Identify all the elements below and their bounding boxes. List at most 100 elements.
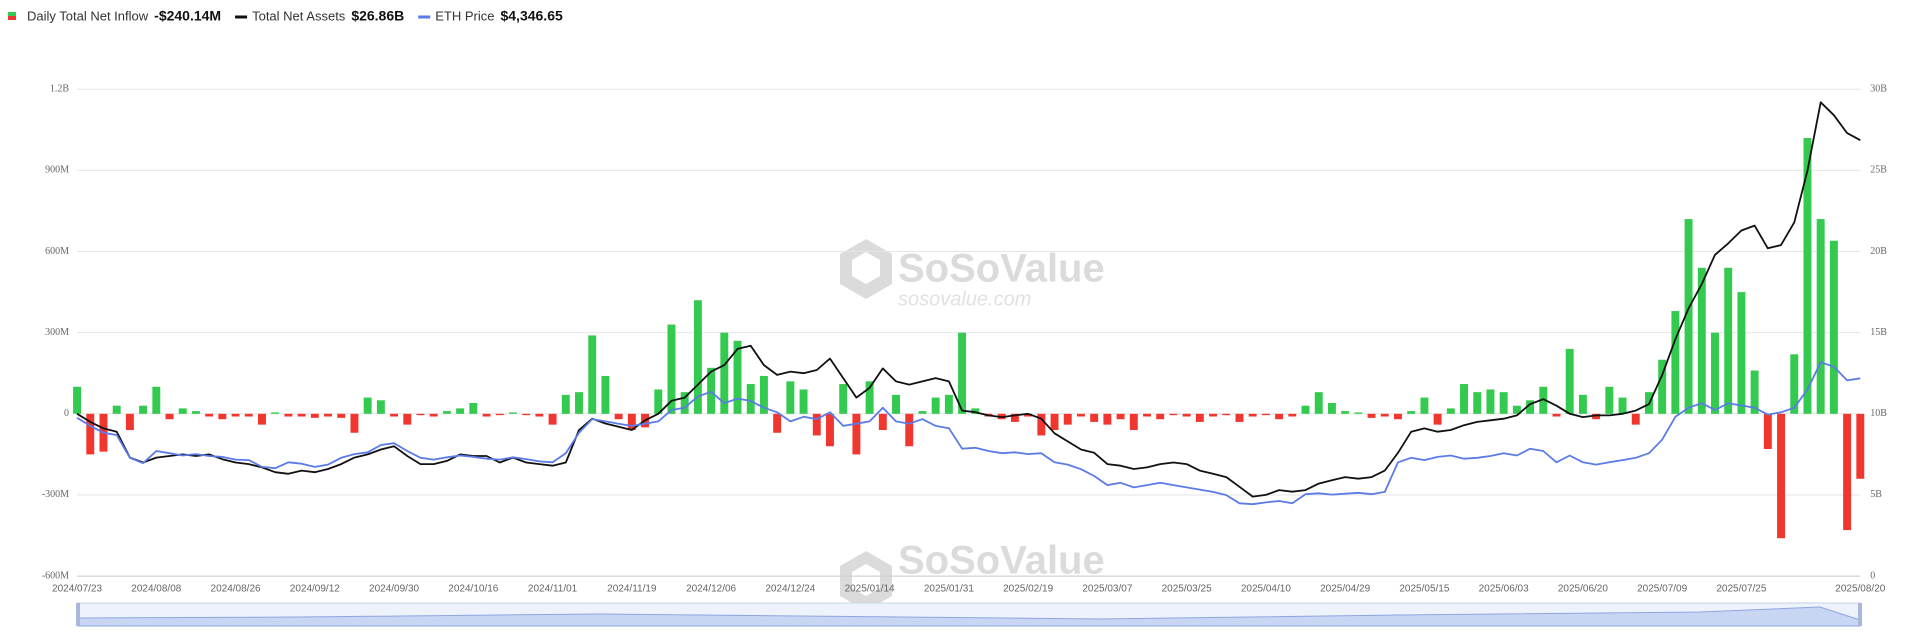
bar	[152, 386, 161, 414]
bar	[878, 413, 887, 431]
y-tick-label: 600M	[45, 246, 69, 257]
bar	[1341, 411, 1350, 414]
y-tick-label: 0	[64, 408, 69, 419]
bar	[693, 300, 702, 414]
y2-tick-label: 25B	[1870, 165, 1887, 176]
bar	[244, 413, 253, 417]
bar	[482, 413, 491, 417]
watermark-text: SoSoValue	[898, 539, 1105, 583]
bar	[1420, 397, 1429, 414]
bar	[561, 394, 570, 414]
x-tick-label: 2025/05/15	[1399, 584, 1449, 595]
y-tick-label: -600M	[42, 570, 69, 581]
x-tick-label: 2024/10/16	[448, 584, 498, 595]
bar	[1829, 240, 1838, 414]
bar	[1777, 413, 1786, 539]
bar	[271, 412, 280, 414]
bar	[403, 413, 412, 425]
bar	[429, 413, 438, 417]
x-tick-label: 2024/09/30	[369, 584, 419, 595]
bar	[125, 413, 134, 431]
y2-tick-label: 5B	[1870, 489, 1882, 500]
y-tick-label: 900M	[45, 165, 69, 176]
bar	[350, 413, 359, 433]
bar	[944, 394, 953, 414]
bar	[1010, 413, 1019, 422]
bar	[363, 397, 372, 414]
bar	[1618, 397, 1627, 414]
bar	[1473, 392, 1482, 414]
bar	[416, 413, 425, 416]
x-tick-label: 2025/07/25	[1716, 584, 1766, 595]
watermark: SoSoValue sosovalue.com SoSoValue	[840, 239, 1105, 611]
bar	[839, 384, 848, 414]
bar	[1235, 413, 1244, 422]
y-tick-label: -300M	[42, 489, 69, 500]
bar	[548, 413, 557, 425]
x-tick-label: 2024/09/12	[290, 584, 340, 595]
bar	[812, 413, 821, 436]
bar	[1090, 413, 1099, 422]
bar	[1380, 413, 1389, 417]
bar	[759, 375, 768, 414]
x-tick-label: 2025/07/09	[1637, 584, 1687, 595]
bar	[165, 413, 174, 420]
x-tick-label: 2025/01/14	[845, 584, 895, 595]
watermark-logo	[840, 551, 892, 611]
bar	[139, 405, 148, 414]
legend-label: ETH Price	[435, 8, 494, 23]
bar	[1222, 413, 1231, 416]
legend-label: Total Net Assets	[252, 8, 346, 23]
bar	[931, 397, 940, 414]
bar	[205, 413, 214, 417]
y2-tick-label: 20B	[1870, 246, 1887, 257]
bar	[1407, 411, 1416, 414]
x-tick-label: 2025/01/31	[924, 584, 974, 595]
bar	[1486, 389, 1495, 414]
bar	[310, 413, 319, 418]
legend-value: $4,346.65	[500, 8, 562, 24]
bar	[746, 384, 755, 414]
bar	[773, 413, 782, 433]
bar	[1750, 370, 1759, 414]
navigator-handle[interactable]	[1858, 603, 1862, 626]
bar	[469, 402, 478, 414]
bar	[376, 400, 385, 414]
bar	[231, 413, 240, 417]
bar	[297, 413, 306, 417]
bar	[958, 332, 967, 414]
line	[76, 101, 1861, 498]
bar	[337, 413, 346, 418]
bar	[324, 413, 332, 417]
bar	[1816, 219, 1825, 414]
bar	[1063, 413, 1072, 425]
legend-label: Daily Total Net Inflow	[27, 8, 149, 23]
bar	[1763, 413, 1772, 449]
legend-value: $26.86B	[351, 8, 404, 24]
bar	[1261, 413, 1270, 416]
bar	[1697, 267, 1706, 414]
bar	[826, 413, 834, 447]
bar	[284, 413, 293, 417]
bar	[1605, 386, 1614, 414]
bar	[456, 408, 465, 414]
bar	[86, 413, 95, 455]
bar	[1024, 413, 1033, 417]
navigator-handle[interactable]	[76, 603, 80, 626]
x-tick-label: 2025/06/20	[1558, 584, 1608, 595]
x-tick-label: 2025/03/25	[1162, 584, 1212, 595]
legend-swatch	[8, 12, 16, 16]
navigator	[76, 602, 1862, 627]
bar	[1354, 412, 1363, 414]
x-tick-label: 2025/04/10	[1241, 584, 1291, 595]
bar	[1076, 413, 1085, 417]
bar	[1578, 394, 1587, 414]
bar	[1433, 413, 1442, 425]
bar	[508, 412, 517, 414]
bar	[1367, 413, 1376, 418]
y-tick-label: 300M	[45, 327, 69, 338]
bar	[1658, 359, 1667, 414]
y2-tick-label: 30B	[1870, 84, 1887, 95]
bar	[218, 413, 227, 420]
bar	[1803, 137, 1812, 414]
